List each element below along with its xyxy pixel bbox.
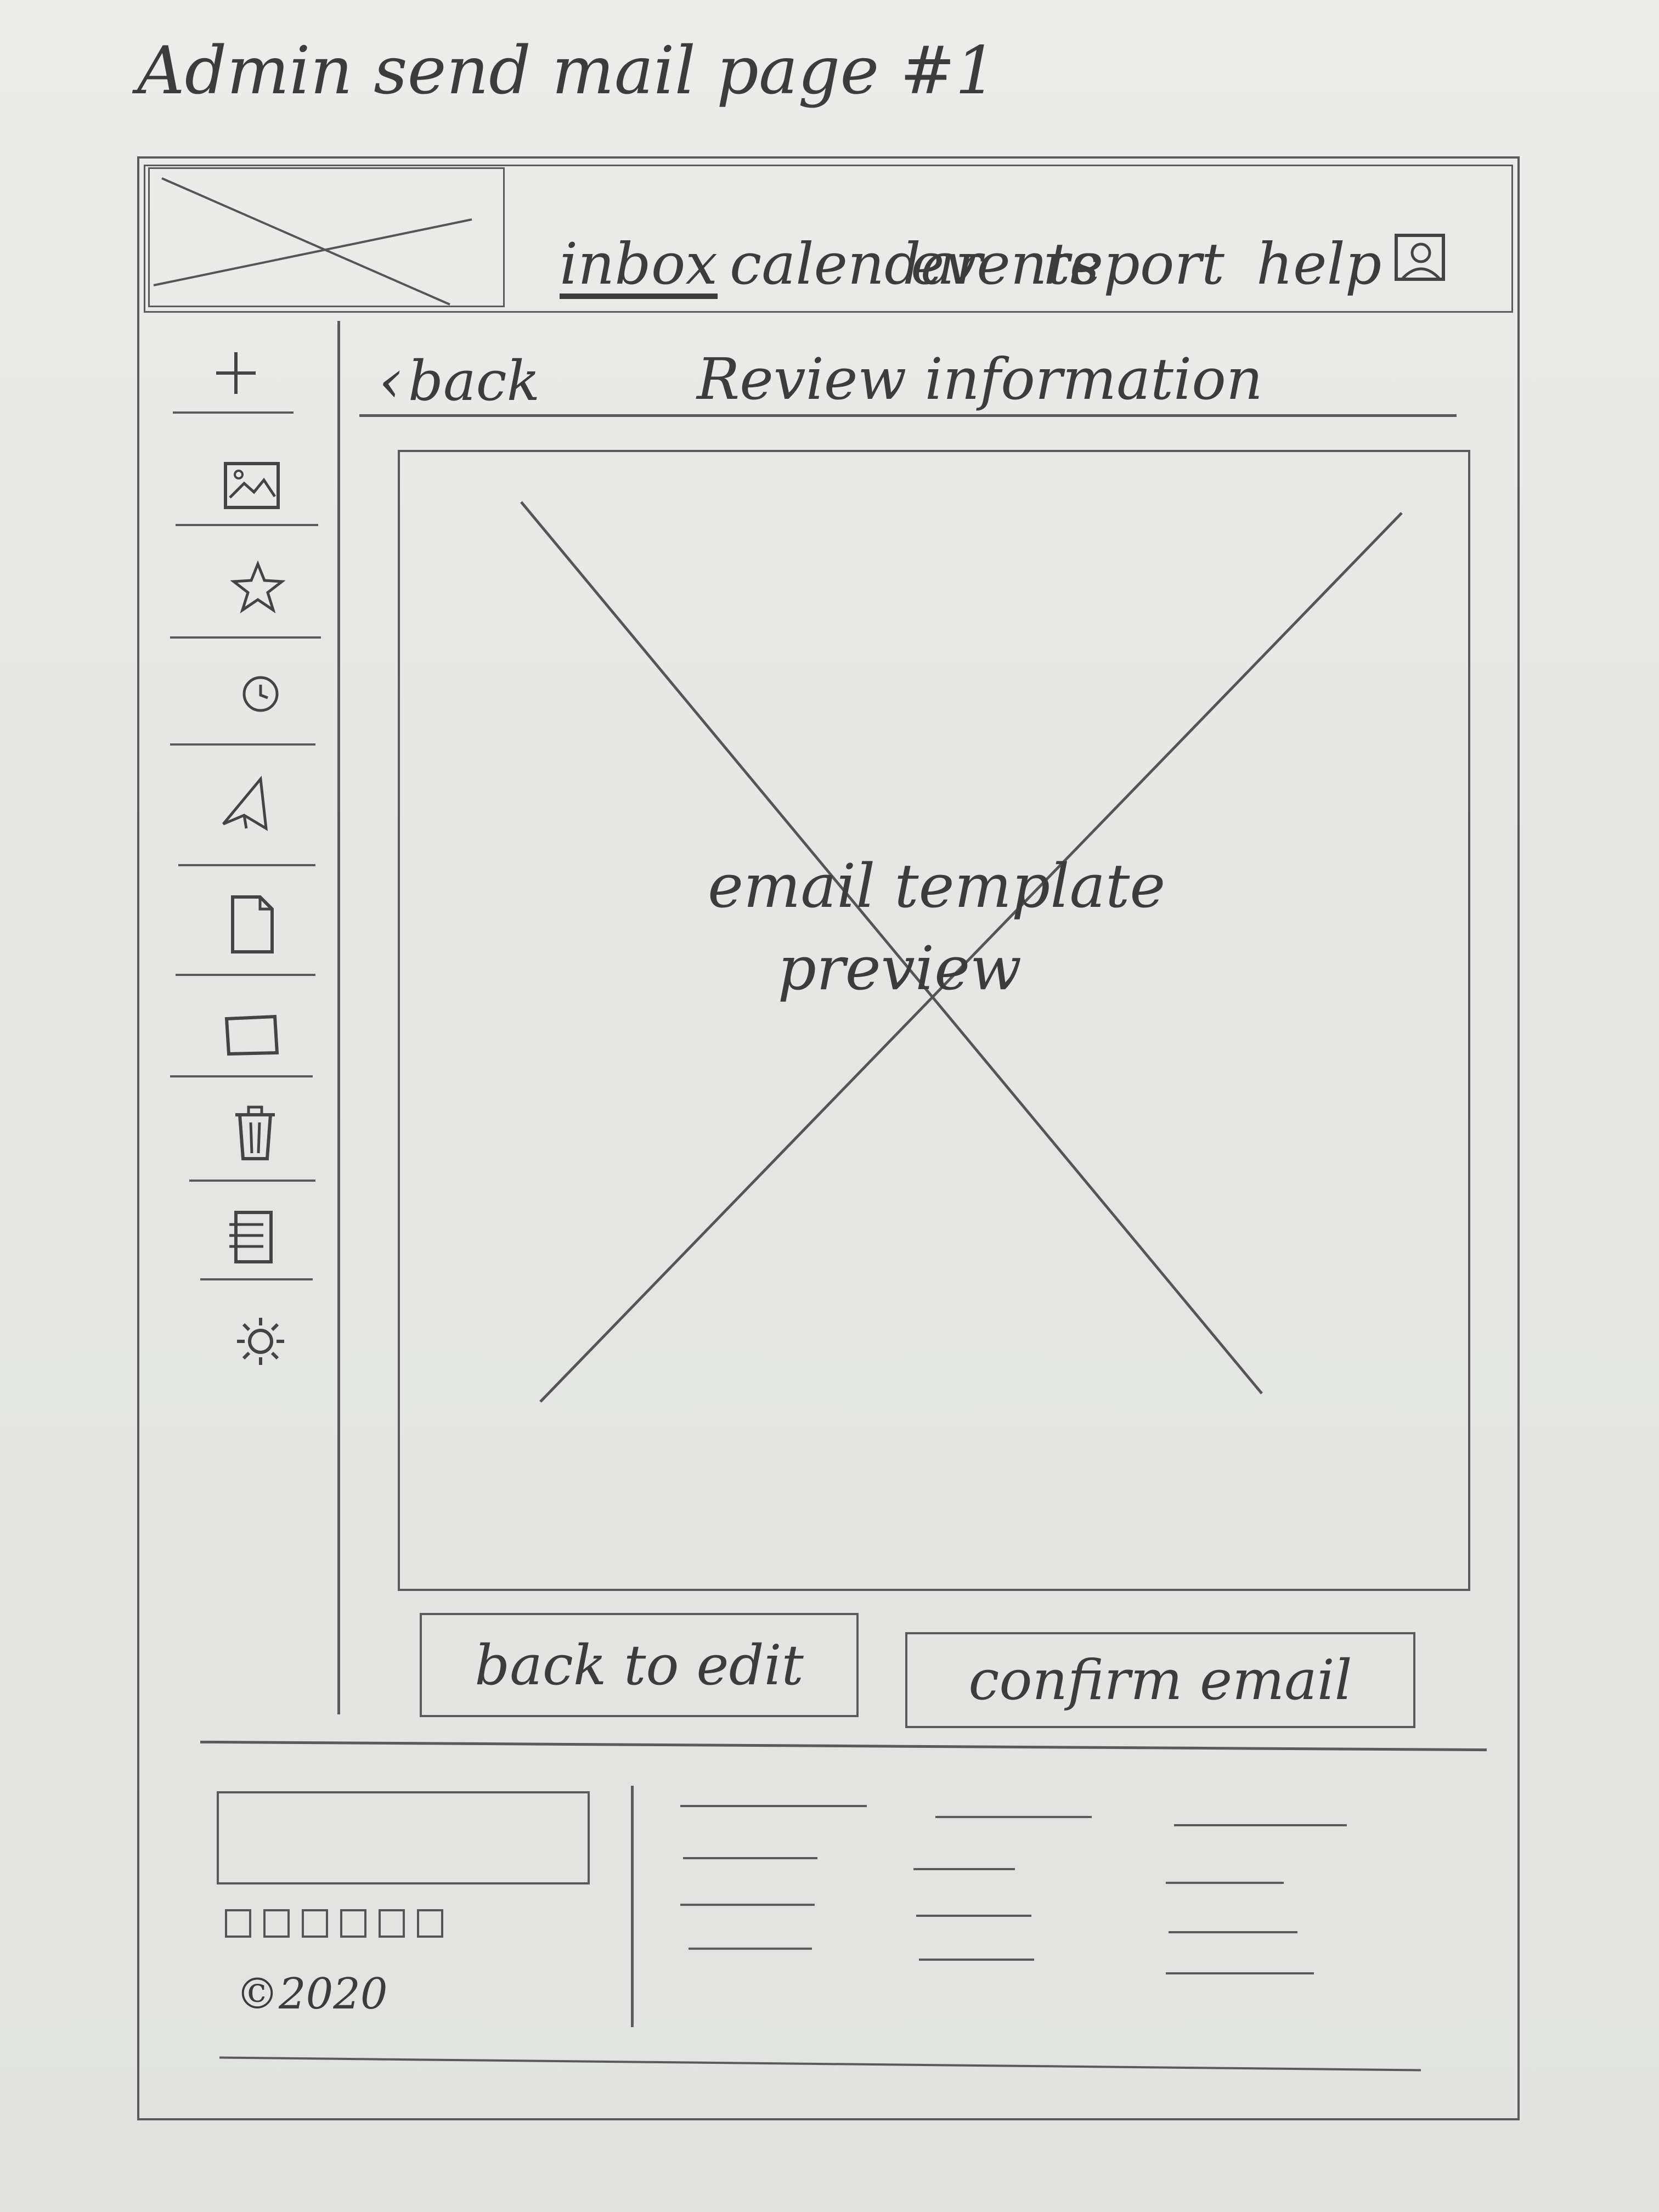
- header-bar: [144, 165, 1513, 313]
- footer-link[interactable]: [680, 1805, 867, 1807]
- footer-link[interactable]: [1166, 1972, 1314, 1974]
- footer-link[interactable]: [689, 1948, 812, 1950]
- sidebar-separator: [170, 743, 315, 746]
- nav-events[interactable]: events: [911, 230, 1099, 297]
- footer-link[interactable]: [1166, 1882, 1284, 1884]
- social-icon[interactable]: [417, 1909, 443, 1938]
- footer-vertical-divider: [631, 1786, 634, 2027]
- sidebar-divider: [337, 321, 340, 1714]
- back-link[interactable]: ‹ back: [379, 346, 540, 416]
- social-icon[interactable]: [263, 1909, 290, 1938]
- confirm-email-button[interactable]: confirm email: [905, 1632, 1415, 1728]
- sidebar-separator: [173, 411, 294, 414]
- user-profile-icon[interactable]: [1388, 225, 1454, 291]
- sidebar-separator: [200, 1278, 313, 1280]
- footer-input-box[interactable]: [217, 1791, 590, 1884]
- social-icon[interactable]: [379, 1909, 405, 1938]
- clock-icon[interactable]: [230, 664, 291, 724]
- social-icon[interactable]: [225, 1909, 251, 1938]
- footer-link[interactable]: [1169, 1931, 1297, 1933]
- sidebar-separator: [176, 524, 318, 526]
- sidebar-separator: [189, 1180, 315, 1182]
- trash-icon[interactable]: [225, 1103, 285, 1163]
- sidebar-separator: [170, 1075, 313, 1077]
- footer-link[interactable]: [680, 1904, 815, 1906]
- page-title: Admin send mail page #1: [137, 33, 997, 109]
- nav-calendar[interactable]: calendar: [730, 230, 983, 297]
- nav-help[interactable]: help: [1256, 230, 1382, 297]
- star-icon[interactable]: [228, 557, 288, 617]
- document-icon[interactable]: [222, 894, 283, 955]
- content-header-underline: [359, 414, 1457, 417]
- logo-placeholder: [148, 167, 505, 307]
- back-label: back: [408, 348, 540, 413]
- sidebar-separator: [170, 636, 321, 639]
- nav-report[interactable]: report: [1042, 230, 1224, 297]
- social-icon[interactable]: [302, 1909, 328, 1938]
- chevron-left-icon: ‹: [379, 346, 403, 416]
- footer-link[interactable]: [1174, 1824, 1347, 1826]
- email-template-preview: [398, 450, 1470, 1591]
- preview-label: email template preview: [708, 845, 1166, 1009]
- footer-link[interactable]: [916, 1915, 1031, 1917]
- back-to-edit-button[interactable]: back to edit: [420, 1613, 859, 1717]
- preview-label-line1: email template: [708, 851, 1166, 921]
- footer-social-icons: [225, 1909, 455, 1938]
- footer-link[interactable]: [919, 1959, 1034, 1961]
- footer-copyright: ©2020: [236, 1970, 388, 2019]
- send-icon[interactable]: [217, 774, 277, 834]
- footer-link[interactable]: [683, 1857, 817, 1859]
- footer-link[interactable]: [935, 1816, 1092, 1818]
- folder-icon[interactable]: [222, 1004, 283, 1064]
- section-title: Review information: [697, 346, 1263, 413]
- preview-label-line2: preview: [777, 933, 1022, 1003]
- settings-icon[interactable]: [230, 1311, 291, 1372]
- sidebar-separator: [176, 974, 315, 976]
- notes-icon[interactable]: [222, 1207, 283, 1267]
- social-icon[interactable]: [340, 1909, 366, 1938]
- plus-icon[interactable]: [206, 343, 266, 403]
- image-icon[interactable]: [222, 455, 283, 516]
- nav-inbox[interactable]: inbox: [560, 230, 718, 297]
- footer-link[interactable]: [913, 1868, 1015, 1870]
- outer-frame: [137, 156, 1520, 2120]
- sidebar-separator: [178, 864, 315, 866]
